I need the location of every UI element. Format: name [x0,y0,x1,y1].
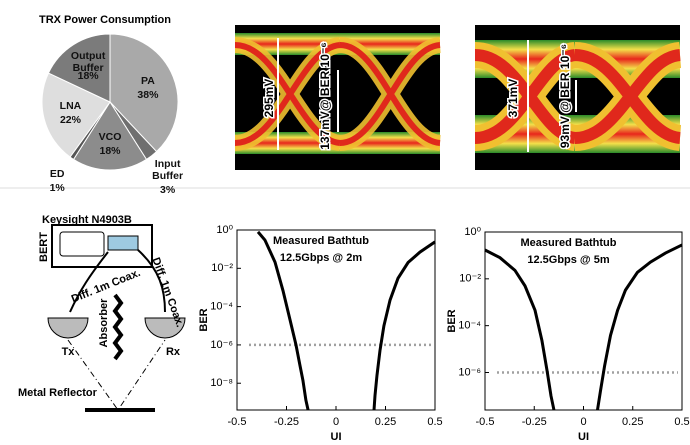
y-tick-label: 10⁻⁴ [458,320,481,332]
y-tick-label: 10⁻⁶ [458,366,481,378]
slice-label: PA [141,74,155,87]
bathtub-curve [484,248,556,411]
y-tick-label: 10⁰ [216,224,233,236]
pie-slice [47,33,111,103]
bathtub-curve [596,243,683,411]
x-tick-label: 0.25 [622,416,643,428]
x-tick-label: 0.5 [674,416,689,428]
slice-value: 18% [99,144,121,157]
pie-slice [109,33,179,153]
x-tick-label: 0 [333,416,339,428]
x-tick-label: 0 [580,416,586,428]
slice-label: ED [49,167,65,180]
eye-diagram [233,25,442,170]
slice-value: 22% [59,114,81,127]
bathtub-curve [372,240,436,411]
eye-opening: 137mV@ BER 10⁻⁶ [318,42,332,150]
slice-value: 1% [49,181,65,194]
slice-label: Output Buffer [70,49,106,74]
pie-slice [72,101,148,171]
y-tick-label: 10⁻² [211,262,233,274]
slice-label: Input Buffer [152,158,184,183]
y-tick-label: 10⁰ [464,226,481,238]
slice-label: VCO [98,130,122,143]
y-axis-label: BER [446,309,458,332]
chart-title: TRX Power Consumption [39,14,171,26]
y-tick-label: 10⁻⁸ [210,377,233,389]
setup-diagram [47,224,186,412]
tx-label: Tx [62,346,76,358]
y-tick-label: 10⁻⁴ [210,301,233,313]
instrument: Keysight N4903B [42,214,132,226]
bert-label: BERT [38,232,50,262]
x-tick-label: 0.25 [375,416,396,428]
slice-value: 3% [160,184,176,197]
y-axis-label: BER [198,308,210,331]
y-tick-label: 10⁻⁶ [210,339,233,351]
slice-value: 38% [137,88,159,101]
bathtub-curve [256,230,310,411]
x-tick-label: 0.5 [427,416,442,428]
x-tick-label: -0.25 [274,416,299,428]
absorber-label: Absorber [98,298,110,348]
x-tick-label: -0.25 [522,416,547,428]
annotation: Measured Bathtub [273,235,369,247]
eye-swing: 295mV [262,79,276,118]
eye-opening: 93mV @ BER 10⁻⁶ [558,44,572,148]
x-tick-label: -0.5 [228,416,247,428]
annotation: Measured Bathtub [521,237,617,249]
slice-value: 18% [77,69,99,82]
slice-label: LNA [59,100,82,113]
annotation: 12.5Gbps @ 2m [280,252,362,264]
reflector-label: Metal Reflector [18,387,98,399]
eye-swing: 371mV [506,79,520,118]
x-axis-label: UI [578,431,589,443]
x-tick-label: -0.5 [476,416,495,428]
eye-diagram [473,25,683,170]
annotation: 12.5Gbps @ 5m [527,254,609,266]
y-tick-label: 10⁻² [459,273,481,285]
x-axis-label: UI [331,431,342,443]
rx-label: Rx [166,346,181,358]
